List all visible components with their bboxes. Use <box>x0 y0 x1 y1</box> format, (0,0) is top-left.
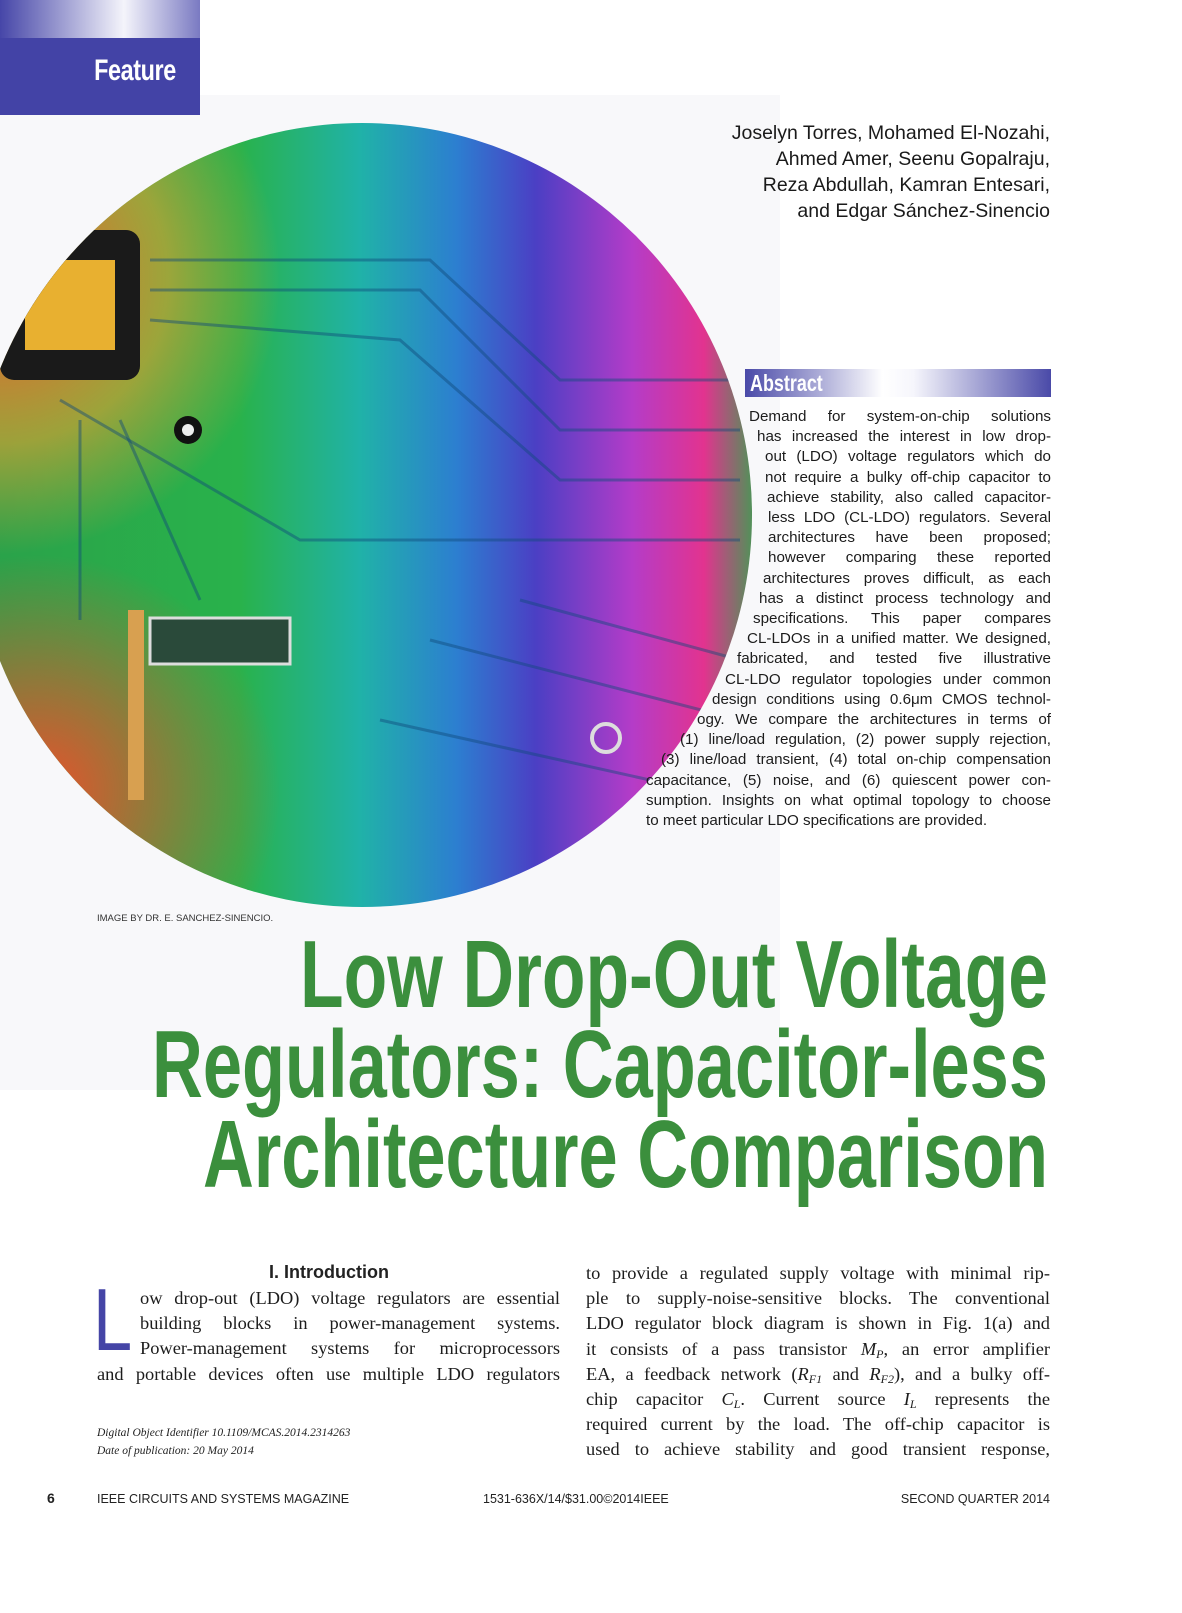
body-line: chip capacitor CL. Current source IL rep… <box>586 1387 1050 1412</box>
abstract-line: CL-LDOs in a unified matter. We designed… <box>747 630 1051 648</box>
abstract-line: has increased the interest in low drop- <box>757 428 1051 446</box>
body-line: LDO regulator block diagram is shown in … <box>586 1311 1050 1336</box>
abstract-line: to meet particular LDO specifications ar… <box>646 812 988 829</box>
math-symbol: M <box>860 1338 877 1359</box>
magazine-name: IEEE CIRCUITS AND SYSTEMS MAGAZINE <box>97 1492 350 1506</box>
math-subscript: P <box>876 1346 884 1361</box>
abstract-line: sumption. Insights on what optimal topol… <box>646 791 1051 809</box>
author-line: and Edgar Sánchez-Sinencio <box>797 200 1050 222</box>
author-line: Ahmed Amer, Seenu Gopalraju, <box>775 148 1050 170</box>
body-line: ow drop-out (LDO) voltage regulators are… <box>140 1288 560 1308</box>
math-subscript: L <box>909 1397 917 1411</box>
section-badge: Feature <box>0 0 200 115</box>
image-credit: IMAGE BY DR. E. SANCHEZ-SINENCIO. <box>97 913 274 924</box>
drop-cap: L <box>93 1270 133 1369</box>
math-symbol: R <box>797 1363 809 1384</box>
abstract-line: has a distinct process technology and <box>759 589 1051 607</box>
body-line: required current by the load. The off-ch… <box>586 1412 1050 1437</box>
body-line: used to achieve stability and good trans… <box>586 1437 1050 1462</box>
title: Low Drop-Out Voltage Regulators: Capacit… <box>152 925 1048 1208</box>
body-line: building blocks in power-management syst… <box>140 1313 560 1334</box>
math-subscript: F1 <box>808 1371 823 1386</box>
math-subscript: L <box>733 1397 741 1411</box>
abstract-line: ogy. We compare the architectures in ter… <box>697 711 1051 728</box>
math-symbol: R <box>869 1363 881 1384</box>
text-run: EA, a feedback network ( <box>586 1363 798 1384</box>
author-line: Reza Abdullah, Kamran Entesari, <box>762 174 1050 196</box>
math-subscript: F2 <box>880 1371 894 1386</box>
text-run: and <box>822 1363 870 1384</box>
section-label: Feature <box>94 54 176 87</box>
abstract-line: capacitance, (5) noise, and (6) quiescen… <box>646 771 1051 789</box>
abstract-line: specifications. This paper compares <box>753 610 1051 627</box>
abstract-heading: Abstract <box>750 370 823 396</box>
abstract-line: architectures have been proposed; <box>768 529 1051 547</box>
abstract-line: fabricated, and tested five illustrative <box>737 650 1051 668</box>
text-run: it consists of a pass transistor <box>586 1338 861 1359</box>
body-line: it consists of a pass transistor MP, an … <box>586 1337 1050 1362</box>
body-line: EA, a feedback network (RF1 and RF2), an… <box>586 1362 1050 1387</box>
abstract-line: not require a bulky off-chip capacitor t… <box>765 468 1051 486</box>
math-symbol: I <box>903 1389 910 1409</box>
title-line: Regulators: Capacitor-less <box>152 1011 1048 1118</box>
abstract-line: CL-LDO regulator topologies under common <box>725 670 1051 688</box>
abstract-line: (1) line/load regulation, (2) power supp… <box>680 731 1051 749</box>
title-line: Low Drop-Out Voltage <box>300 925 1048 1028</box>
issue: SECOND QUARTER 2014 <box>900 1492 1050 1506</box>
text-run: to provide a regulated supply voltage wi… <box>586 1263 1050 1283</box>
math-symbol: C <box>721 1389 734 1409</box>
body-line: Power-management systems for microproces… <box>140 1338 560 1359</box>
text-run: chip capacitor <box>586 1389 722 1409</box>
text-run: required current by the load. The off-ch… <box>586 1414 1050 1435</box>
badge-gradient <box>0 0 200 38</box>
body-line: to provide a regulated supply voltage wi… <box>586 1261 1050 1286</box>
author-line: Joselyn Torres, Mohamed El-Nozahi, <box>731 122 1050 144</box>
text-run: ), and a bulky off- <box>893 1363 1050 1384</box>
text-run: represents the <box>916 1389 1050 1409</box>
text-run: used to achieve stability and good trans… <box>586 1439 1050 1460</box>
text-run: LDO regulator block diagram is shown in … <box>586 1313 1050 1334</box>
abstract-line: Demand for system-on-chip solutions <box>749 408 1051 425</box>
abstract-line: design conditions using 0.6μm CMOS techn… <box>712 690 1051 708</box>
text-run: . Current source <box>740 1389 904 1409</box>
section-heading: I. Introduction <box>269 1262 389 1282</box>
abstract-line: however comparing these reported <box>768 549 1051 567</box>
title-line: Architecture Comparison <box>203 1101 1048 1208</box>
abstract-line: less LDO (CL-LDO) regulators. Several <box>768 509 1051 526</box>
body-line: ple to supply-noise-sensitive blocks. Th… <box>586 1286 1050 1311</box>
footnote: Digital Object Identifier 10.1109/MCAS.2… <box>97 1427 351 1439</box>
abstract-line: (3) line/load transient, (4) total on-ch… <box>661 751 1051 769</box>
abstract-heading-bar: Abstract <box>745 369 1051 397</box>
text-run: , an error amplifier <box>883 1338 1050 1359</box>
page-number: 6 <box>47 1490 55 1506</box>
body-line: and portable devices often use multiple … <box>97 1363 560 1384</box>
footnote: Date of publication: 20 May 2014 <box>97 1445 254 1457</box>
abstract-line: out (LDO) voltage regulators which do <box>765 448 1051 466</box>
cover-image <box>0 123 752 907</box>
abstract-line: architectures proves difficult, as each <box>763 569 1051 587</box>
copyright-code: 1531-636X/14/$31.00©2014IEEE <box>483 1492 669 1506</box>
abstract-line: achieve stability, also called capacitor… <box>767 488 1051 506</box>
text-run: ple to supply-noise-sensitive blocks. Th… <box>586 1288 1050 1309</box>
